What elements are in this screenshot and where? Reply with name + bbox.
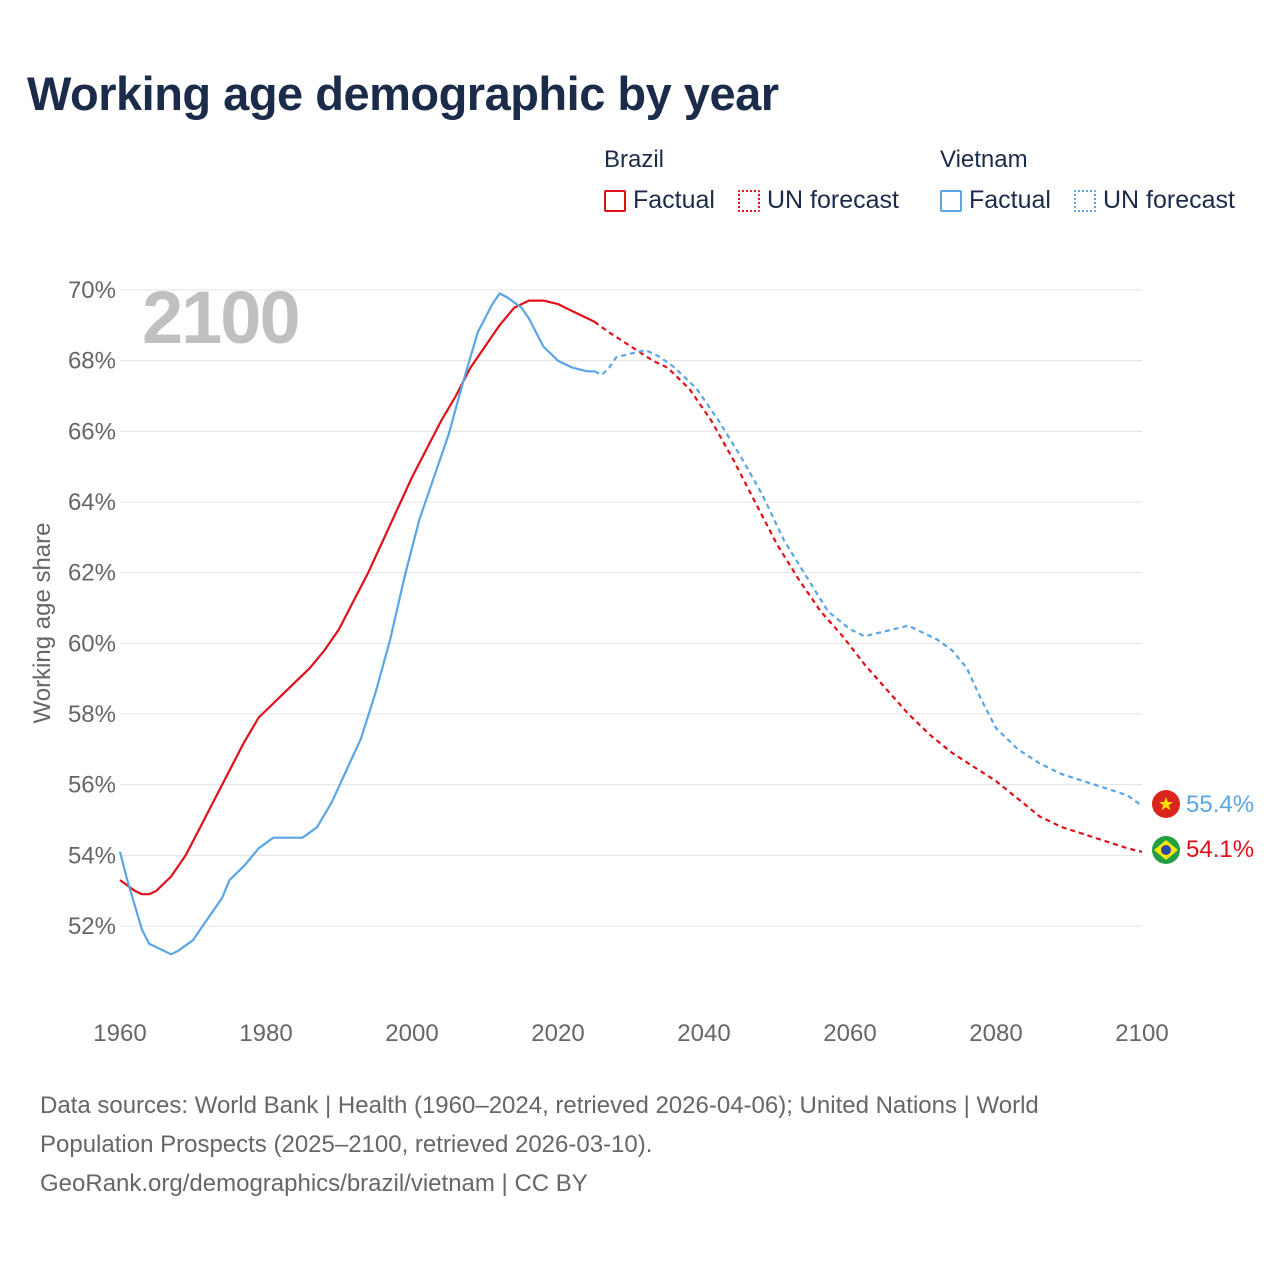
y-tick-label: 56% [68, 772, 116, 799]
x-tick-label: 2020 [531, 1020, 584, 1047]
y-tick-label: 60% [68, 630, 116, 657]
line-chart: 52% 54% 56% 58% 60% 62% 64% 66% 68% 70% 1960 1980 2… [29, 276, 1254, 1047]
y-tick-label: 70% [68, 277, 116, 304]
legend-swatch-brazil-factual [604, 189, 626, 212]
brazil-forecast-line [593, 320, 1143, 853]
x-axis-ticks: 1960 1980 2000 2020 2040 2060 2080 2100 [93, 1020, 1168, 1047]
legend-group-brazil: Brazil [604, 146, 665, 173]
legend-swatch-vietnam-factual [940, 189, 962, 212]
legend-label: Factual [969, 186, 1051, 214]
x-tick-label: 2040 [677, 1020, 730, 1047]
x-tick-label: 2000 [385, 1020, 438, 1047]
sources-line-3: GeoRank.org/demographics/brazil/vietnam … [40, 1170, 588, 1197]
y-tick-label: 58% [68, 701, 116, 728]
y-tick-label: 62% [68, 560, 116, 587]
vietnam-end-label: 55.4% [1186, 791, 1254, 818]
x-tick-label: 2100 [1115, 1020, 1168, 1047]
x-tick-label: 1960 [93, 1020, 146, 1047]
sources-line-1: Data sources: World Bank | Health (1960–… [40, 1092, 1039, 1119]
y-axis-label: Working age share [29, 523, 56, 724]
x-tick-label: 2080 [969, 1020, 1022, 1047]
legend-label: Factual [633, 186, 715, 214]
legend-label: UN forecast [767, 186, 899, 214]
x-tick-label: 1980 [239, 1020, 292, 1047]
legend-label: UN forecast [1103, 186, 1235, 214]
y-axis-ticks: 52% 54% 56% 58% 60% 62% 64% 66% 68% 70% [68, 277, 116, 940]
legend-swatch-brazil-forecast [738, 189, 760, 212]
y-tick-label: 54% [68, 842, 116, 869]
legend-vietnam-factual[interactable]: Factual [940, 186, 1051, 215]
y-tick-label: 66% [68, 418, 116, 445]
vietnam-factual-line [118, 292, 595, 956]
brazil-factual-line [119, 299, 595, 896]
x-tick-label: 2060 [823, 1020, 876, 1047]
data-sources: Data sources: World Bank | Health (1960–… [40, 1086, 1240, 1203]
y-tick-label: 68% [68, 348, 116, 375]
vietnam-flag-icon [1152, 790, 1180, 818]
y-tick-label: 64% [68, 489, 116, 516]
legend-group-vietnam: Vietnam [940, 146, 1028, 173]
brazil-flag-icon [1152, 836, 1180, 864]
legend-brazil-factual[interactable]: Factual [604, 186, 715, 215]
legend-swatch-vietnam-forecast [1074, 189, 1096, 212]
y-tick-label: 52% [68, 913, 116, 940]
gridlines [120, 289, 1142, 927]
legend-brazil-forecast[interactable]: UN forecast [738, 186, 899, 215]
brazil-end-label: 54.1% [1186, 836, 1254, 863]
page-title: Working age demographic by year [27, 67, 779, 120]
legend-vietnam-forecast[interactable]: UN forecast [1074, 186, 1235, 215]
vietnam-forecast-line [594, 349, 1143, 807]
year-watermark: 2100 [142, 276, 299, 359]
sources-line-2: Population Prospects (2025–2100, retriev… [40, 1131, 653, 1158]
series-lines [118, 292, 1143, 956]
